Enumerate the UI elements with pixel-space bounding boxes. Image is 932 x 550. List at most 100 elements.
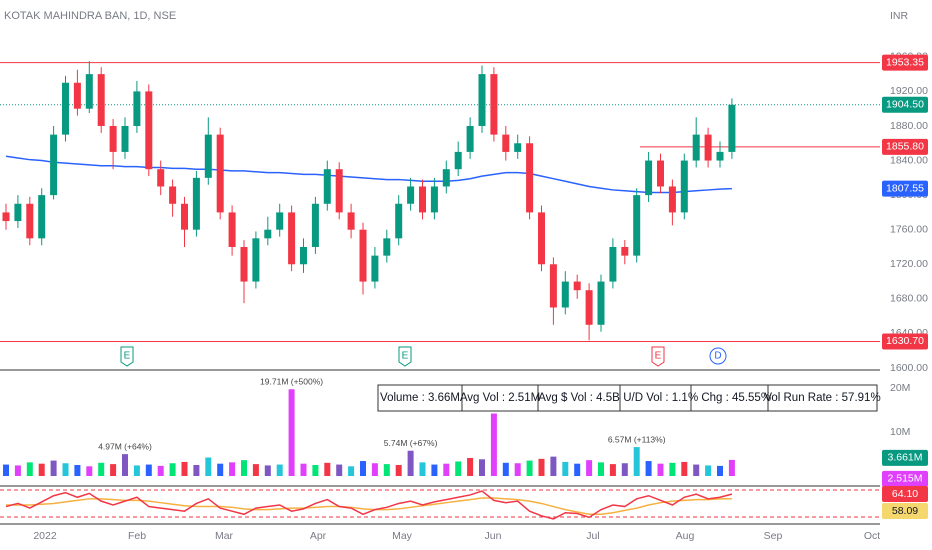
volume-bar — [609, 464, 616, 476]
candle-body — [514, 143, 522, 152]
x-tick-label: Feb — [128, 530, 146, 542]
candle-body — [502, 134, 510, 152]
volume-bar — [586, 460, 593, 476]
volume-bar — [14, 465, 21, 476]
volume-bar — [26, 462, 33, 476]
moving-average — [5, 155, 732, 194]
candle-body — [383, 238, 391, 256]
stat-label: Volume : 3.66M — [380, 392, 460, 404]
volume-bar — [645, 461, 652, 476]
candle-body — [549, 264, 557, 308]
candle-body — [621, 246, 629, 256]
stat-label: U/D Vol : 1.1 — [623, 392, 688, 404]
candle-body — [407, 186, 415, 204]
volume-bar — [371, 463, 378, 476]
candle-body — [668, 186, 676, 213]
volume-bar — [693, 464, 700, 476]
candle-body — [645, 160, 653, 196]
candle-body — [692, 134, 700, 161]
candle-body — [573, 281, 581, 291]
y-tick-label: 1920.00 — [890, 85, 928, 97]
candle-body — [62, 82, 69, 135]
candle-body — [395, 203, 403, 239]
price-badge — [882, 96, 928, 113]
x-tick-label: Sep — [764, 530, 783, 542]
volume-bar — [98, 462, 105, 476]
volume-bar — [276, 464, 283, 476]
candle-body — [252, 238, 260, 282]
candle-body — [181, 203, 188, 230]
volume-badge-label: 3.661M — [887, 452, 922, 464]
candle-body — [121, 125, 129, 152]
chart-title: KOTAK MAHINDRA BAN, 1D, NSE — [4, 10, 176, 22]
candle-body — [716, 151, 724, 161]
volume-bar — [598, 462, 604, 476]
volume-annotation: 5.74M (+67%) — [384, 438, 438, 448]
x-tick-label: Aug — [676, 530, 695, 542]
candle-body — [419, 186, 426, 213]
volume-bar — [133, 465, 140, 476]
candle-body — [50, 134, 58, 196]
volume-bar — [621, 463, 628, 476]
candle-body — [169, 186, 177, 204]
volume-bar — [50, 460, 57, 476]
x-tick-label: May — [392, 530, 413, 542]
candle-body — [264, 229, 272, 239]
volume-bar — [526, 460, 533, 476]
volume-annotation: 19.71M (+500%) — [260, 377, 323, 387]
volume-bar — [312, 464, 319, 476]
volume-bar — [717, 465, 723, 476]
event-marker — [709, 347, 727, 365]
price-badge-label: 1953.35 — [886, 56, 924, 68]
candle-body — [85, 74, 93, 109]
volume-bar — [455, 461, 462, 476]
candle-body — [97, 74, 105, 126]
candle-body — [526, 143, 534, 213]
stat-label: Avg $ Vol : 4.5B — [538, 392, 620, 404]
rsi-line — [5, 490, 733, 520]
candle-body — [335, 169, 343, 213]
candle-body — [585, 290, 593, 325]
volume-bar — [169, 463, 176, 476]
volume-bar — [431, 464, 438, 476]
volume-bar — [324, 462, 331, 476]
volume-bar — [633, 447, 640, 476]
candle-body — [240, 246, 248, 282]
volume-bar — [193, 464, 200, 476]
candle-body — [204, 134, 212, 178]
volume-bar — [705, 465, 712, 476]
candle-body — [680, 160, 688, 213]
y-tick-label: 1600.00 — [890, 362, 928, 374]
stat-label: Avg Vol : 2.51M — [460, 392, 540, 404]
y-tick-label: 1840.00 — [890, 154, 928, 166]
candle-body — [14, 203, 22, 222]
currency: INR — [890, 10, 909, 22]
volume-bar — [550, 456, 557, 476]
volume-bar — [657, 463, 664, 476]
volume-bar — [241, 460, 247, 476]
x-tick-label: 2022 — [33, 530, 57, 542]
volume-bar — [562, 461, 569, 476]
price-badge — [882, 138, 928, 155]
volume-badge — [882, 449, 928, 466]
candle-body — [288, 212, 296, 265]
volume-bar — [574, 463, 581, 476]
y-tick-label: 1680.00 — [890, 293, 928, 305]
volume-bar — [74, 464, 81, 476]
x-tick-label: Jun — [485, 530, 502, 542]
volume-tick-label: 20M — [890, 382, 910, 394]
volume-bar — [288, 389, 295, 476]
volume-bar — [502, 462, 509, 476]
rsi-badge-label: 64.10 — [892, 488, 918, 500]
volume-bar — [145, 464, 152, 476]
volume-bar — [122, 454, 128, 476]
volume-bar — [110, 464, 117, 476]
price-badge — [882, 180, 928, 197]
candle-body — [609, 246, 617, 282]
candle-body — [311, 203, 319, 247]
candle-body — [276, 212, 284, 230]
candle-body — [490, 74, 498, 135]
x-tick-label: Apr — [310, 530, 327, 542]
candle-body — [704, 134, 712, 161]
candle-body — [430, 186, 438, 213]
